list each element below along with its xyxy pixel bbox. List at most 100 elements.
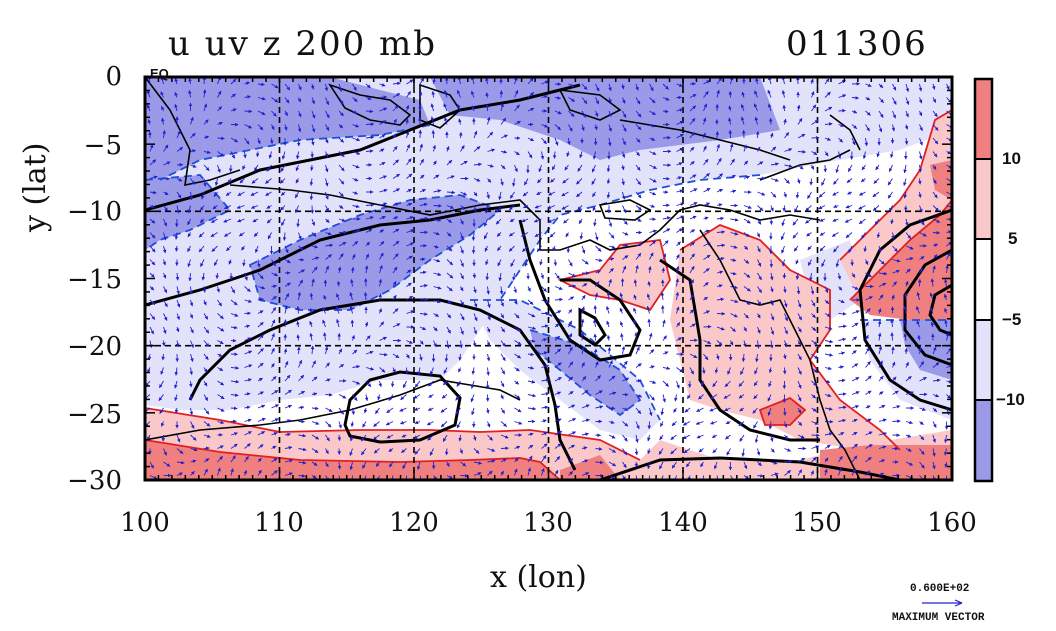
wind-vector-arrow: [522, 191, 529, 197]
wind-vector-arrow: [892, 245, 898, 252]
wind-vector-arrow: [460, 145, 465, 152]
wind-vector-arrow: [379, 215, 386, 220]
wind-vector-arrow: [284, 124, 288, 131]
wind-vector-arrow: [311, 218, 316, 226]
wind-vector-arrow: [496, 205, 502, 213]
wind-vector-arrow: [730, 232, 739, 236]
wind-vector-arrow: [608, 232, 615, 239]
wind-vector-arrow: [635, 379, 642, 383]
wind-vector-arrow: [770, 178, 779, 182]
wind-vector-arrow: [872, 191, 880, 198]
wind-vector-arrow: [309, 191, 314, 201]
wind-vector-arrow: [446, 175, 455, 179]
wind-vector-arrow: [890, 151, 894, 158]
wind-vector-arrow: [230, 151, 236, 159]
wind-vector-arrow: [149, 159, 157, 166]
wind-vector-arrow: [174, 232, 179, 240]
wind-vector-arrow: [754, 116, 759, 125]
wind-vector-arrow: [847, 164, 853, 173]
wind-vector-arrow: [810, 91, 815, 98]
wind-vector-arrow: [541, 137, 547, 145]
wind-vector-arrow: [767, 89, 772, 98]
wind-vector-arrow: [473, 191, 478, 197]
wind-vector-arrow: [676, 215, 685, 220]
wind-vector-arrow: [844, 218, 853, 223]
wind-vector-arrow: [269, 137, 274, 145]
wind-vector-arrow: [485, 259, 489, 266]
wind-vector-arrow: [565, 232, 570, 238]
wind-vector-arrow: [365, 135, 375, 140]
wind-vector-arrow: [607, 137, 612, 147]
wind-vector-arrow: [743, 144, 747, 152]
wind-vector-arrow: [379, 134, 386, 139]
wind-vector-arrow: [365, 83, 371, 89]
wind-vector-arrow: [514, 104, 520, 112]
wind-vector-arrow: [485, 77, 489, 85]
wind-vector-arrow: [338, 97, 344, 105]
wind-vector-arrow: [838, 137, 843, 143]
wind-vector-arrow: [741, 91, 745, 98]
wind-vector-arrow: [266, 205, 272, 209]
wind-vector-arrow: [239, 232, 245, 237]
wind-vector-arrow: [392, 216, 399, 220]
wind-vector-arrow: [187, 245, 191, 253]
wind-vector-arrow: [419, 77, 425, 85]
wind-vector-arrow: [500, 117, 507, 125]
wind-vector-arrow: [227, 178, 232, 184]
wind-vector-arrow: [676, 83, 683, 87]
wind-vector-arrow: [338, 218, 346, 222]
wind-vector-arrow: [352, 124, 360, 128]
wind-vector-arrow: [338, 124, 344, 129]
wind-vector-arrow: [324, 83, 329, 92]
wind-vector-arrow: [577, 205, 583, 211]
wind-vector-arrow: [174, 245, 179, 252]
wind-vector-arrow: [540, 151, 545, 160]
wind-vector-arrow: [649, 83, 654, 92]
wind-vector-arrow: [486, 191, 490, 199]
wind-vector-arrow: [244, 95, 251, 99]
wind-vector-arrow: [187, 232, 192, 238]
wind-vector-arrow: [581, 124, 585, 131]
wind-vector-arrow: [352, 191, 359, 195]
wind-vector-arrow: [865, 83, 872, 87]
wind-vector-arrow: [784, 164, 793, 168]
wind-vector-arrow: [325, 243, 334, 248]
wind-vector-arrow: [257, 124, 264, 131]
wind-vector-arrow: [635, 191, 642, 199]
wind-vector-arrow: [689, 132, 695, 139]
wind-vector-arrow: [792, 218, 799, 226]
wind-vector-arrow: [214, 178, 219, 186]
wind-vector-arrow: [190, 164, 197, 168]
wind-vector-arrow: [500, 178, 504, 186]
wind-vector-arrow: [432, 78, 436, 85]
wind-vector-arrow: [350, 421, 355, 428]
wind-vector-arrow: [851, 96, 860, 100]
wind-vector-arrow: [875, 164, 880, 171]
wind-vector-arrow: [754, 90, 758, 98]
wind-vector-arrow: [392, 81, 401, 86]
wind-vector-arrow: [703, 173, 710, 179]
wind-vector-arrow: [592, 151, 597, 160]
wind-vector-arrow: [821, 178, 826, 186]
wind-vector-arrow: [406, 158, 412, 166]
wind-vector-arrow: [483, 232, 488, 240]
wind-vector-arrow: [392, 202, 400, 207]
wind-vector-arrow: [433, 231, 440, 236]
wind-vector-arrow: [753, 103, 758, 112]
wind-vector-arrow: [576, 178, 583, 185]
wind-vector-arrow: [549, 232, 556, 238]
wind-vector-arrow: [792, 232, 799, 239]
wind-vector-arrow: [769, 259, 774, 268]
wind-vector-arrow: [591, 164, 596, 173]
wind-vector-arrow: [876, 232, 881, 239]
wind-vector-arrow: [662, 228, 671, 233]
wind-vector-arrow: [295, 164, 300, 172]
wind-vector-arrow: [635, 110, 642, 118]
wind-vector-arrow: [487, 164, 494, 168]
wind-vector-arrow: [296, 218, 300, 228]
wind-vector-arrow: [419, 174, 425, 179]
wind-vector-arrow: [918, 191, 922, 198]
wind-vector-arrow: [676, 241, 681, 247]
wind-vector-arrow: [392, 105, 399, 112]
wind-vector-arrow: [837, 151, 842, 159]
